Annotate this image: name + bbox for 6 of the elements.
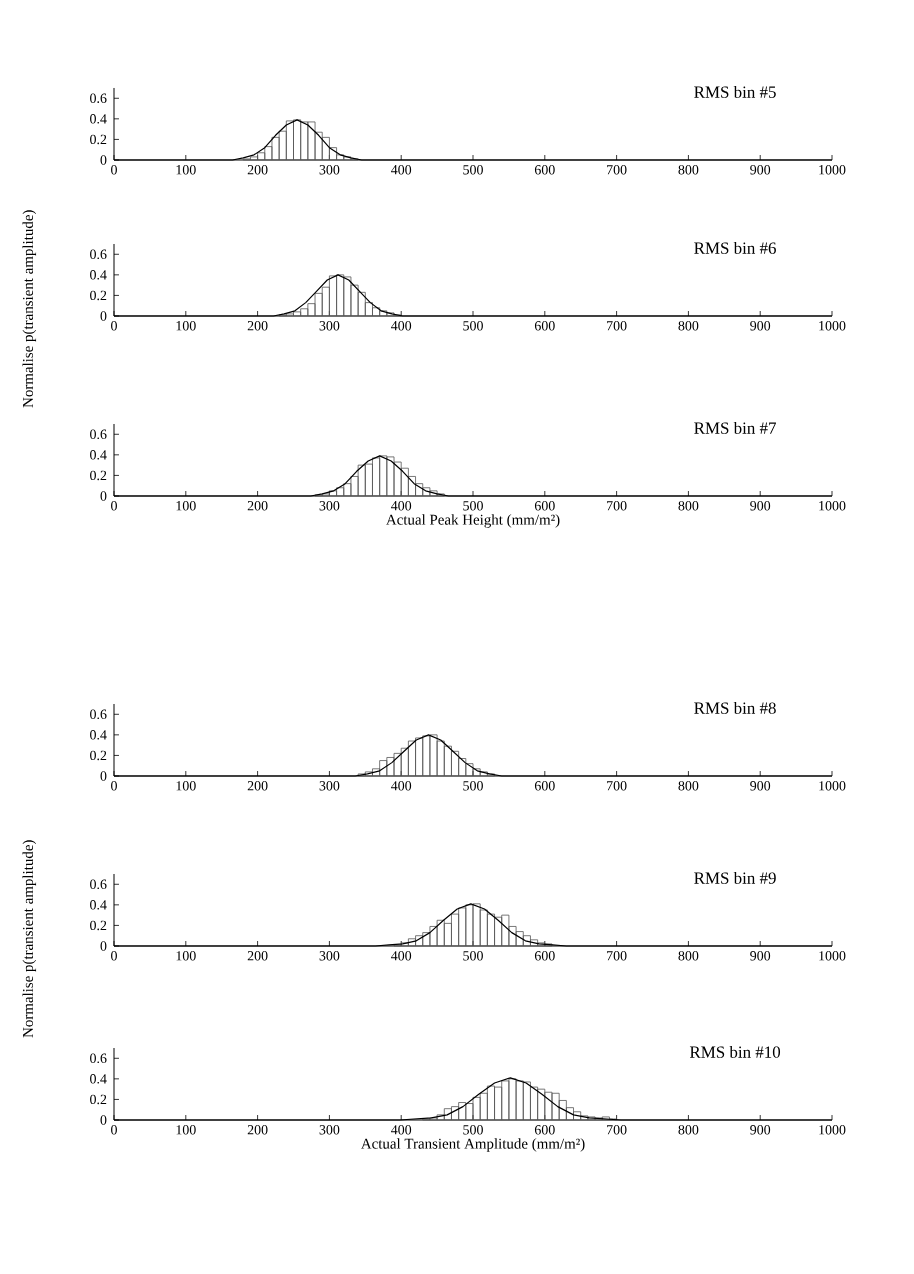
chart-title: RMS bin #8 [694, 701, 776, 714]
chart-title: RMS bin #10 [689, 1045, 781, 1058]
chart-title: RMS bin #9 [694, 871, 776, 884]
chart-title: RMS bin #6 [694, 241, 776, 254]
chart-title: RMS bin #7 [694, 421, 776, 434]
chart-title: RMS bin #5 [694, 85, 776, 98]
